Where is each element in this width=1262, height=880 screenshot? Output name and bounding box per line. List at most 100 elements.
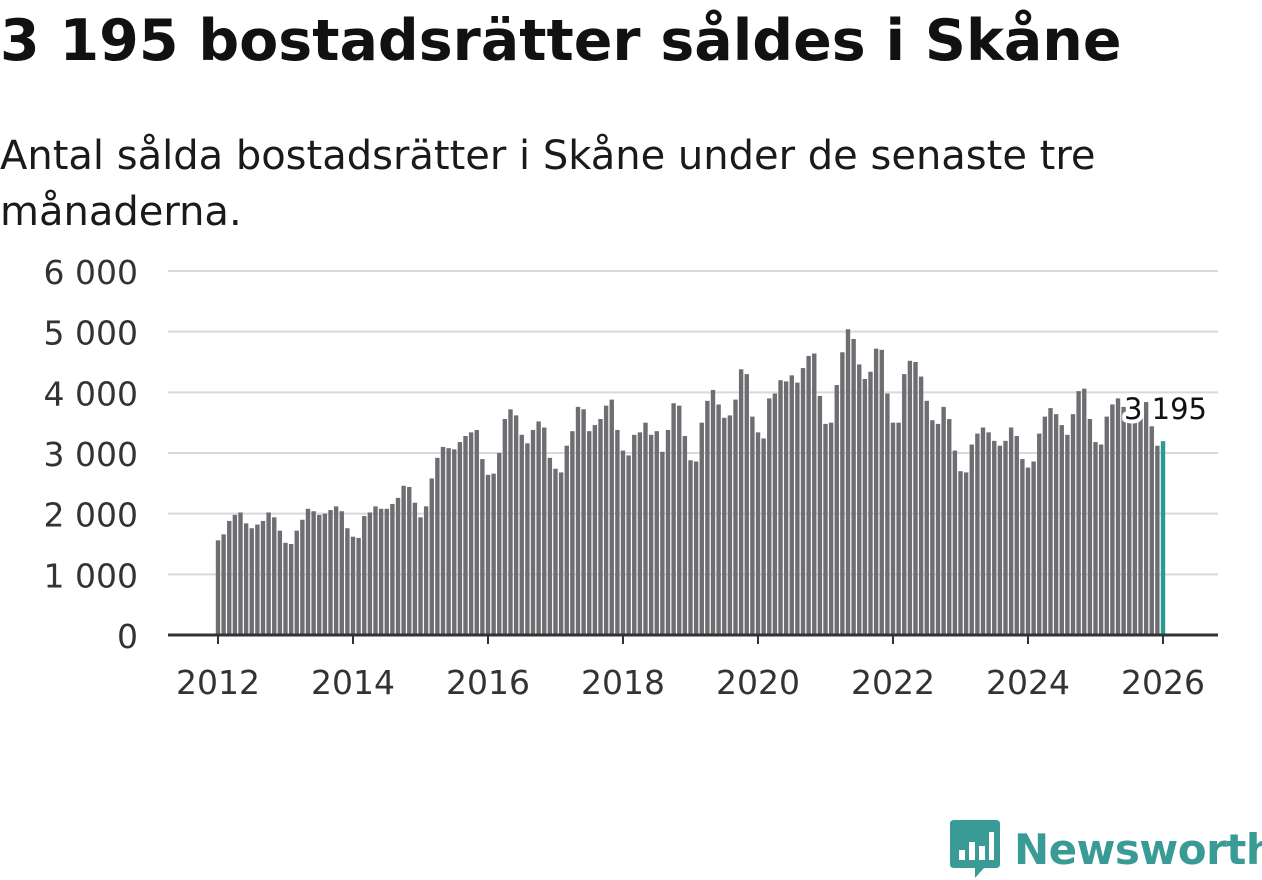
bar xyxy=(519,434,524,635)
last-value-label-halo: 3 195 xyxy=(1124,392,1207,426)
bar xyxy=(480,459,485,635)
bar xyxy=(615,429,620,635)
bar xyxy=(395,497,401,635)
bar xyxy=(407,486,412,635)
bar xyxy=(935,423,941,635)
bar xyxy=(637,432,643,635)
newsworthy-logo-icon xyxy=(950,820,1000,878)
bar xyxy=(339,511,344,635)
bar xyxy=(333,506,339,635)
bar xyxy=(317,514,322,635)
bar xyxy=(215,540,221,635)
bar xyxy=(328,510,333,635)
bar xyxy=(587,431,592,635)
bar xyxy=(592,425,598,635)
x-tick-label: 2018 xyxy=(581,663,665,702)
x-tick-label: 2016 xyxy=(446,663,530,702)
bar xyxy=(750,416,755,635)
bar xyxy=(716,404,721,635)
bar-highlight xyxy=(1160,441,1166,635)
bar xyxy=(356,537,361,635)
bar xyxy=(817,395,823,635)
bar xyxy=(345,528,350,635)
bar xyxy=(1065,434,1070,635)
bar xyxy=(986,432,991,635)
chart-title: 3 195 bostadsrätter såldes i Skåne xyxy=(0,8,1122,74)
bar xyxy=(992,440,997,635)
bar xyxy=(913,362,918,635)
bar xyxy=(508,409,513,635)
bar xyxy=(834,385,839,635)
bar xyxy=(997,445,1003,635)
bar xyxy=(1098,444,1104,635)
bars xyxy=(215,329,1166,635)
bar xyxy=(980,427,986,635)
bar xyxy=(767,398,772,635)
bar xyxy=(868,371,873,635)
bar xyxy=(1053,414,1059,635)
bar xyxy=(452,449,457,635)
last-value-label: 3 195 xyxy=(1124,392,1207,426)
bar xyxy=(665,429,671,635)
bar xyxy=(761,438,766,635)
bar xyxy=(789,375,794,635)
bar xyxy=(272,517,277,635)
y-tick-label: 3 000 xyxy=(44,435,138,474)
bar xyxy=(1143,402,1149,635)
bar xyxy=(896,422,901,635)
bar xyxy=(536,421,541,635)
bar xyxy=(390,503,395,635)
bar xyxy=(558,472,564,635)
bar xyxy=(879,349,884,635)
bar xyxy=(930,420,935,635)
y-tick-label: 2 000 xyxy=(44,496,138,535)
bar xyxy=(1042,416,1048,635)
bar xyxy=(806,355,811,635)
x-tick-label: 2014 xyxy=(311,663,395,702)
bar xyxy=(474,429,479,635)
bar xyxy=(485,474,491,635)
bar xyxy=(682,436,688,635)
bar xyxy=(840,352,845,635)
bar xyxy=(513,415,519,635)
bar xyxy=(800,368,806,635)
bar xyxy=(812,353,817,635)
bar xyxy=(907,360,913,635)
bar xyxy=(1076,391,1081,635)
bar xyxy=(705,400,710,635)
bar xyxy=(969,444,974,635)
bar xyxy=(857,364,862,635)
bar xyxy=(367,512,373,635)
bar xyxy=(238,512,243,635)
bar xyxy=(491,473,496,635)
bar xyxy=(727,415,733,635)
bar xyxy=(710,389,716,635)
bar xyxy=(671,403,676,635)
bar xyxy=(300,519,305,635)
bar xyxy=(795,382,800,635)
bar xyxy=(373,506,378,635)
bar xyxy=(547,457,553,635)
bar xyxy=(648,434,654,635)
bar xyxy=(626,455,631,635)
bar xyxy=(429,478,434,635)
bar xyxy=(440,446,446,635)
bar xyxy=(918,376,924,635)
bar xyxy=(722,417,727,635)
bar xyxy=(412,502,418,635)
bar xyxy=(1048,408,1053,635)
bar xyxy=(311,511,316,635)
bar xyxy=(423,506,429,635)
bar xyxy=(1138,414,1143,635)
bar xyxy=(322,513,328,635)
bar xyxy=(1059,425,1064,635)
bar xyxy=(1115,398,1121,635)
bar xyxy=(497,453,502,635)
bar xyxy=(755,432,761,635)
bar xyxy=(575,406,581,635)
bar xyxy=(232,514,238,635)
bar xyxy=(350,536,356,635)
bar xyxy=(862,378,868,635)
bar xyxy=(733,399,738,635)
